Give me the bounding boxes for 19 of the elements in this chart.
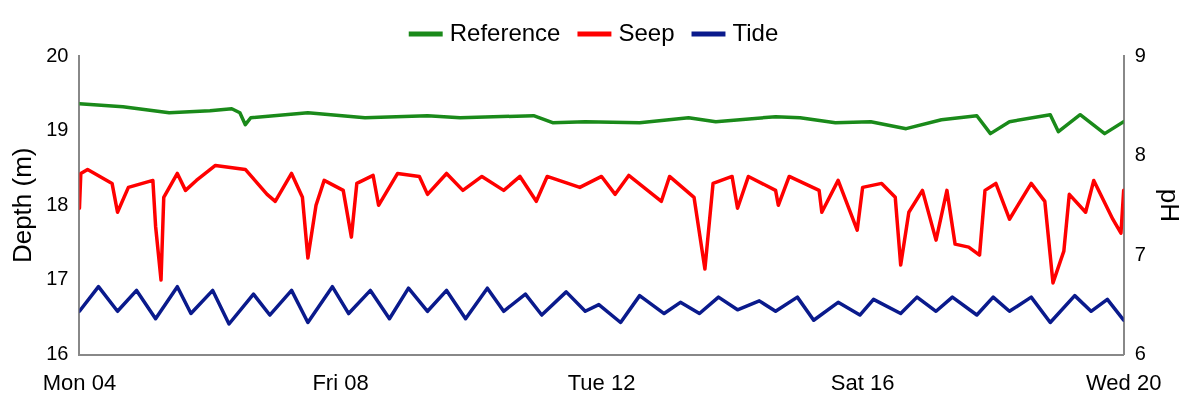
legend-label: Tide [732,18,779,46]
y-tick-label: 16 [46,342,69,365]
y-tick-label: 19 [46,118,69,141]
x-tick-label: Sat 16 [830,369,895,395]
y-tick-label: 17 [46,267,69,290]
x-tick-label: Mon 04 [42,369,117,395]
y2-tick-label: 8 [1134,143,1146,166]
y2-tick-label: 6 [1134,342,1146,365]
legend-label: Reference [449,18,561,46]
y-tick-label: 18 [46,192,69,215]
x-tick-label: Tue 12 [567,369,636,395]
x-tick-label: Fri 08 [312,369,369,395]
y2-tick-label: 7 [1134,242,1146,265]
legend-label: Seep [618,18,675,46]
y2-axis-title: pH [1155,188,1186,222]
y-tick-label: 20 [46,43,69,66]
x-tick-label: Wed 20 [1085,369,1162,395]
y2-tick-label: 9 [1134,43,1146,66]
y-axis-title: Depth (m) [6,147,37,264]
